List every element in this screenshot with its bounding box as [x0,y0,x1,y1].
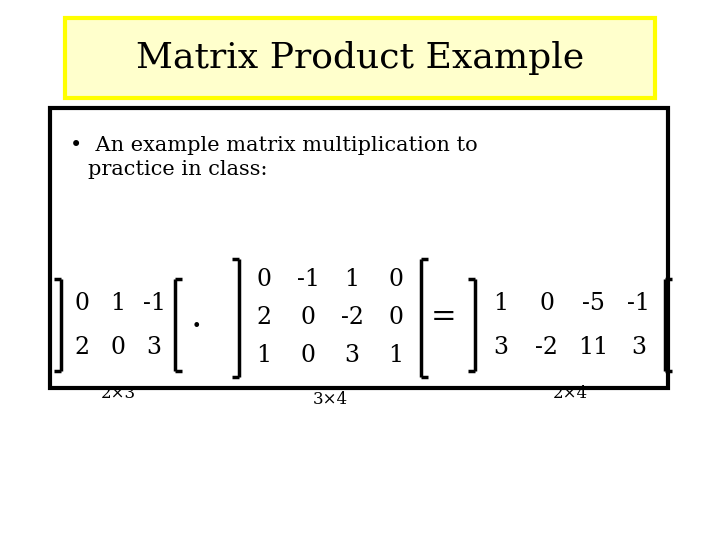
Text: 2: 2 [256,307,271,329]
Text: =: = [431,302,456,334]
Text: 0: 0 [389,307,403,329]
Text: 3: 3 [631,335,647,359]
Text: 0: 0 [300,307,315,329]
Text: 0: 0 [539,292,554,314]
Text: 0: 0 [256,268,271,292]
Text: 11: 11 [578,335,608,359]
Text: 1: 1 [493,292,508,314]
Text: 0: 0 [389,268,403,292]
Text: 3: 3 [146,335,161,359]
Text: 2×4: 2×4 [552,385,588,402]
FancyBboxPatch shape [65,18,655,98]
Text: 2: 2 [74,335,89,359]
Text: 3×4: 3×4 [312,391,348,408]
Text: •  An example matrix multiplication to: • An example matrix multiplication to [70,136,477,155]
Text: -1: -1 [143,292,166,314]
Text: -5: -5 [582,292,604,314]
Text: 3: 3 [344,345,359,368]
Text: 1: 1 [388,345,404,368]
Text: 1: 1 [256,345,271,368]
Text: Matrix Product Example: Matrix Product Example [136,41,584,75]
Text: ·: · [190,310,202,344]
Text: -1: -1 [297,268,320,292]
FancyBboxPatch shape [50,108,668,388]
Text: -2: -2 [536,335,559,359]
Text: 3: 3 [493,335,508,359]
Text: 0: 0 [74,292,89,314]
Text: practice in class:: practice in class: [88,160,268,179]
Text: -1: -1 [628,292,650,314]
Text: 0: 0 [300,345,315,368]
Text: 1: 1 [344,268,359,292]
Text: 1: 1 [110,292,125,314]
Text: -2: -2 [341,307,364,329]
Text: 2×3: 2×3 [100,385,135,402]
Text: 0: 0 [110,335,125,359]
